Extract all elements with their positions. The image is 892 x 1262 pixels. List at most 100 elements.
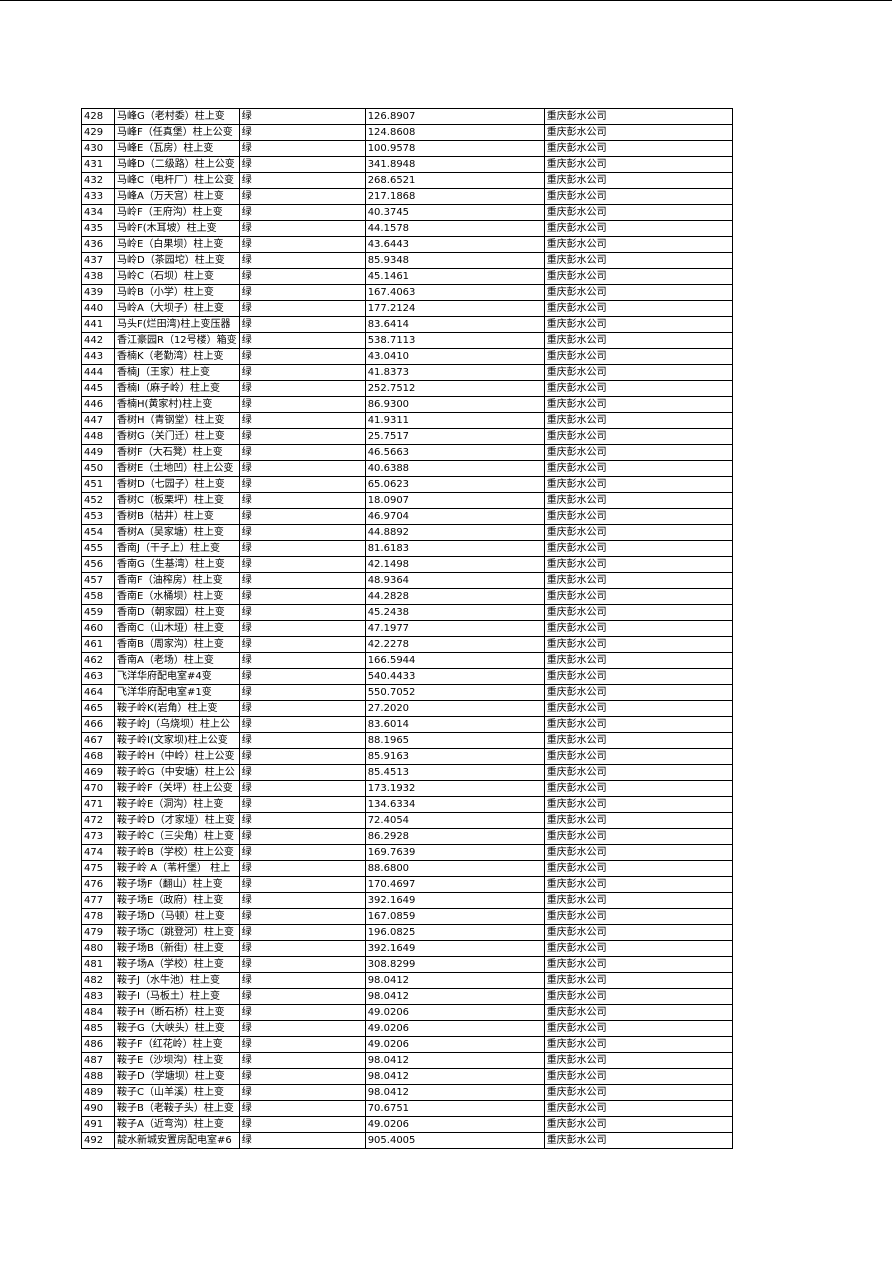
station-name: 鞍子岭B（学校）柱上公变 <box>114 844 240 861</box>
table-row: 464 飞洋华府配电室#1变绿 550.7052 重庆彭水公司 <box>81 684 733 701</box>
company: 重庆彭水公司 <box>543 1052 733 1069</box>
status: 绿 <box>238 940 366 957</box>
value: 41.9311 <box>364 412 545 429</box>
row-number: 461 <box>81 636 115 653</box>
row-number: 429 <box>81 124 115 141</box>
company: 重庆彭水公司 <box>543 540 733 557</box>
status: 绿 <box>238 364 366 381</box>
station-name: 鞍子岭F（关坪）柱上公变 <box>114 780 240 797</box>
station-name: 鞍子D（学塘坝）柱上变 <box>114 1068 240 1085</box>
value: 49.0206 <box>364 1036 545 1053</box>
status: 绿 <box>238 780 366 797</box>
value: 43.6443 <box>364 236 545 253</box>
table-row: 430 马峰E（瓦房）柱上变绿 100.9578 重庆彭水公司 <box>81 140 733 157</box>
table-row: 492 靛水新城安置房配电室#6 绿 905.4005 重庆彭水公司 <box>81 1132 733 1149</box>
row-number: 430 <box>81 140 115 157</box>
value: 905.4005 <box>364 1132 545 1149</box>
table-row: 460 香南C（山木垭）柱上变绿 47.1977 重庆彭水公司 <box>81 620 733 637</box>
value: 47.1977 <box>364 620 545 637</box>
row-number: 433 <box>81 188 115 205</box>
row-number: 465 <box>81 700 115 717</box>
row-number: 464 <box>81 684 115 701</box>
company: 重庆彭水公司 <box>543 1132 733 1149</box>
row-number: 450 <box>81 460 115 477</box>
status: 绿 <box>238 1052 366 1069</box>
station-name: 香南A（老场）柱上变 <box>114 652 240 669</box>
value: 341.8948 <box>364 156 545 173</box>
company: 重庆彭水公司 <box>543 716 733 733</box>
company: 重庆彭水公司 <box>543 748 733 765</box>
row-number: 436 <box>81 236 115 253</box>
value: 86.2928 <box>364 828 545 845</box>
station-name: 鞍子岭H（中岭）柱上公变 <box>114 748 240 765</box>
station-name: 香楠J（王家）柱上变 <box>114 364 240 381</box>
row-number: 478 <box>81 908 115 925</box>
station-name: 飞洋华府配电室#1变 <box>114 684 240 701</box>
table-row: 466 鞍子岭J（乌烧坝）柱上公绿 83.6014 重庆彭水公司 <box>81 716 733 733</box>
company: 重庆彭水公司 <box>543 524 733 541</box>
row-number: 492 <box>81 1132 115 1149</box>
row-number: 473 <box>81 828 115 845</box>
station-name: 香南B（周家沟）柱上变 <box>114 636 240 653</box>
table-row: 439 马岭B（小学）柱上变绿 167.4063 重庆彭水公司 <box>81 284 733 301</box>
status: 绿 <box>238 124 366 141</box>
station-name: 鞍子岭K(岩角）柱上变 <box>114 700 240 717</box>
row-number: 460 <box>81 620 115 637</box>
station-name: 香树H（青钢堂）柱上变 <box>114 412 240 429</box>
station-name: 马岭A（大坝子）柱上变 <box>114 300 240 317</box>
value: 85.9163 <box>364 748 545 765</box>
company: 重庆彭水公司 <box>543 636 733 653</box>
value: 43.0410 <box>364 348 545 365</box>
company: 重庆彭水公司 <box>543 588 733 605</box>
row-number: 479 <box>81 924 115 941</box>
table-row: 454 香树A（吴家塘）柱上变绿 44.8892 重庆彭水公司 <box>81 524 733 541</box>
status: 绿 <box>238 700 366 717</box>
row-number: 485 <box>81 1020 115 1037</box>
value: 98.0412 <box>364 1052 545 1069</box>
row-number: 491 <box>81 1116 115 1133</box>
value: 98.0412 <box>364 1084 545 1101</box>
company: 重庆彭水公司 <box>543 1004 733 1021</box>
station-name: 鞍子岭C（三尖角）柱上变 <box>114 828 240 845</box>
status: 绿 <box>238 764 366 781</box>
status: 绿 <box>238 1116 366 1133</box>
table-row: 475 鞍子岭 A（苇杆堡） 柱上绿 88.6800 重庆彭水公司 <box>81 860 733 877</box>
company: 重庆彭水公司 <box>543 940 733 957</box>
station-name: 马岭D（茶园坨）柱上变 <box>114 252 240 269</box>
table-row: 470 鞍子岭F（关坪）柱上公变绿 173.1932 重庆彭水公司 <box>81 780 733 797</box>
table-row: 490 鞍子B（老鞍子头）柱上变绿 70.6751 重庆彭水公司 <box>81 1100 733 1117</box>
company: 重庆彭水公司 <box>543 236 733 253</box>
value: 41.8373 <box>364 364 545 381</box>
value: 18.0907 <box>364 492 545 509</box>
status: 绿 <box>238 1020 366 1037</box>
row-number: 471 <box>81 796 115 813</box>
status: 绿 <box>238 1036 366 1053</box>
station-name: 鞍子C（山羊溪）柱上变 <box>114 1084 240 1101</box>
status: 绿 <box>238 812 366 829</box>
status: 绿 <box>238 476 366 493</box>
row-number: 455 <box>81 540 115 557</box>
row-number: 476 <box>81 876 115 893</box>
row-number: 477 <box>81 892 115 909</box>
status: 绿 <box>238 892 366 909</box>
table-row: 441 马头F(烂田湾)柱上变压器绿 83.6414 重庆彭水公司 <box>81 316 733 333</box>
table-row: 435 马岭F(木耳坡）柱上变绿 44.1578 重庆彭水公司 <box>81 220 733 237</box>
value: 65.0623 <box>364 476 545 493</box>
table-row: 456 香南G（生基湾）柱上变绿 42.1498 重庆彭水公司 <box>81 556 733 573</box>
table-row: 491 鞍子A（近弯沟）柱上变绿 49.0206 重庆彭水公司 <box>81 1116 733 1133</box>
station-name: 香南E（水桶坝）柱上变 <box>114 588 240 605</box>
company: 重庆彭水公司 <box>543 332 733 349</box>
status: 绿 <box>238 108 366 125</box>
company: 重庆彭水公司 <box>543 620 733 637</box>
company: 重庆彭水公司 <box>543 380 733 397</box>
row-number: 454 <box>81 524 115 541</box>
company: 重庆彭水公司 <box>543 508 733 525</box>
company: 重庆彭水公司 <box>543 684 733 701</box>
row-number: 456 <box>81 556 115 573</box>
company: 重庆彭水公司 <box>543 204 733 221</box>
value: 48.9364 <box>364 572 545 589</box>
value: 98.0412 <box>364 988 545 1005</box>
station-name: 马峰A（万天宫）柱上变 <box>114 188 240 205</box>
station-name: 马岭B（小学）柱上变 <box>114 284 240 301</box>
table-row: 453 香树B（枯井）柱上变绿 46.9704 重庆彭水公司 <box>81 508 733 525</box>
